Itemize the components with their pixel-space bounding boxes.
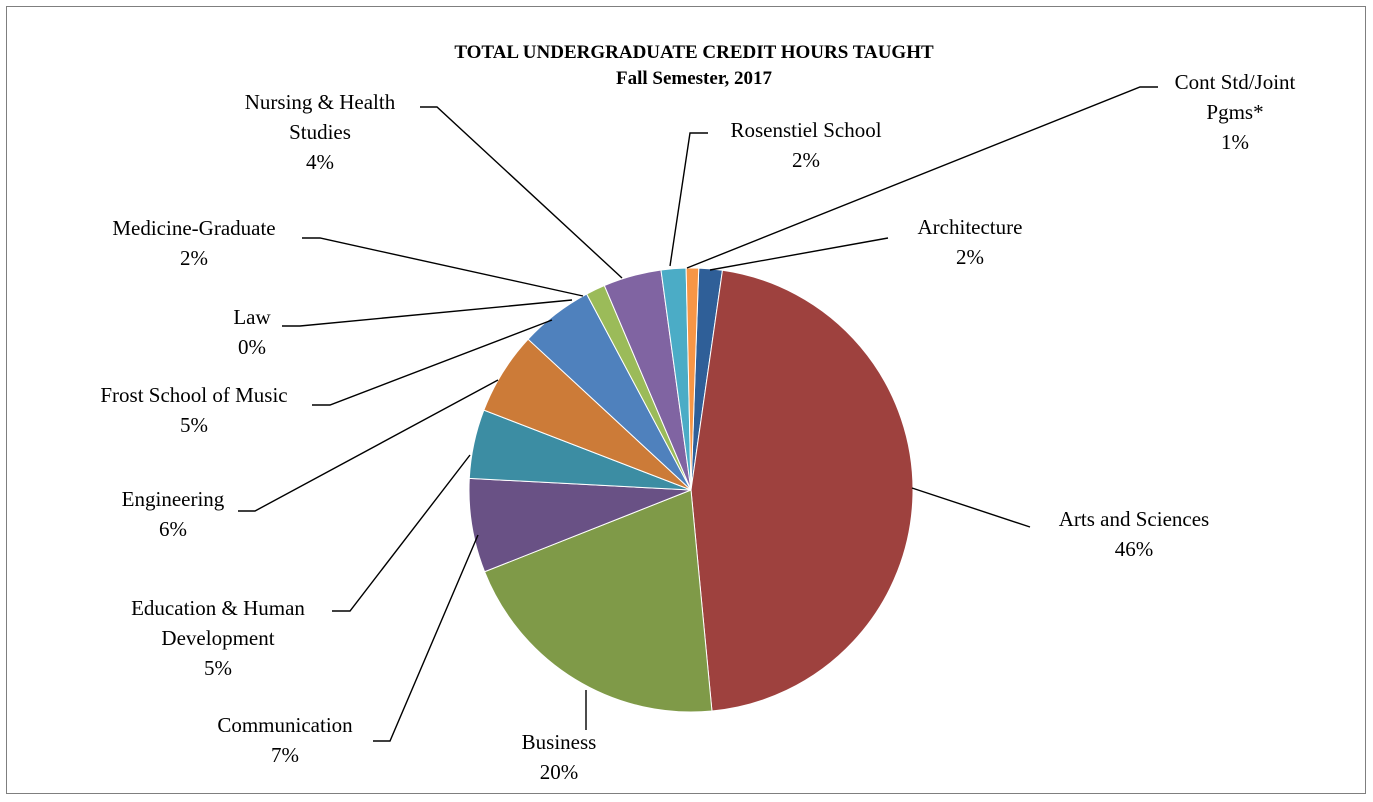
leader-line	[238, 379, 499, 512]
leader-line	[686, 86, 1158, 269]
leader-line	[312, 319, 553, 406]
slice-percent-label: 6%	[159, 517, 187, 541]
slice-percent-label: 4%	[306, 150, 334, 174]
slice-percent-label: 7%	[271, 743, 299, 767]
pie-slice-arts-and-sciences	[690, 269, 914, 712]
leader-line	[669, 132, 708, 267]
leader-line	[911, 487, 1031, 528]
leader-lines	[238, 86, 1158, 742]
slice-percent-label: 46%	[1115, 537, 1154, 561]
chart-subtitle: Fall Semester, 2017	[616, 68, 773, 89]
slice-percent-label: 0%	[238, 335, 266, 359]
slice-category-label: Arts and Sciences	[1059, 507, 1209, 531]
slice-category-label: Communication	[217, 713, 353, 737]
slice-category-label: Medicine-Graduate	[112, 216, 275, 240]
pie-slices	[468, 267, 914, 713]
slice-category-label: Engineering	[122, 487, 225, 511]
pie-slice-cont-std-joint-pgms	[685, 267, 700, 491]
leader-line	[420, 106, 623, 279]
leader-line	[373, 534, 479, 742]
slice-category-label: Studies	[289, 120, 351, 144]
slice-percent-label: 1%	[1221, 130, 1249, 154]
slice-category-label: Law	[233, 305, 271, 329]
slice-percent-label: 2%	[180, 246, 208, 270]
slice-percent-label: 20%	[540, 760, 579, 784]
slice-category-label: Nursing & Health	[245, 90, 396, 114]
slice-percent-label: 2%	[792, 148, 820, 172]
leader-line	[302, 237, 584, 297]
slice-percent-label: 2%	[956, 245, 984, 269]
leader-line	[332, 454, 471, 612]
leader-line	[282, 299, 573, 327]
leader-line	[709, 237, 889, 271]
slice-percent-label: 5%	[204, 656, 232, 680]
slice-category-label: Cont Std/Joint	[1175, 70, 1296, 94]
slice-category-label: Development	[161, 626, 274, 650]
slice-category-label: Rosenstiel School	[730, 118, 881, 142]
slice-category-label: Pgms*	[1206, 100, 1263, 124]
chart-title: TOTAL UNDERGRADUATE CREDIT HOURS TAUGHT	[454, 42, 934, 63]
slice-percent-label: 5%	[180, 413, 208, 437]
pie-slice-business	[483, 489, 713, 713]
slice-category-label: Education & Human	[131, 596, 305, 620]
slice-category-label: Architecture	[918, 215, 1023, 239]
slice-category-label: Frost School of Music	[100, 383, 287, 407]
slice-category-label: Business	[522, 730, 597, 754]
slice-labels: Architecture 2% Arts and Sciences 46% Busine…	[100, 70, 1295, 784]
